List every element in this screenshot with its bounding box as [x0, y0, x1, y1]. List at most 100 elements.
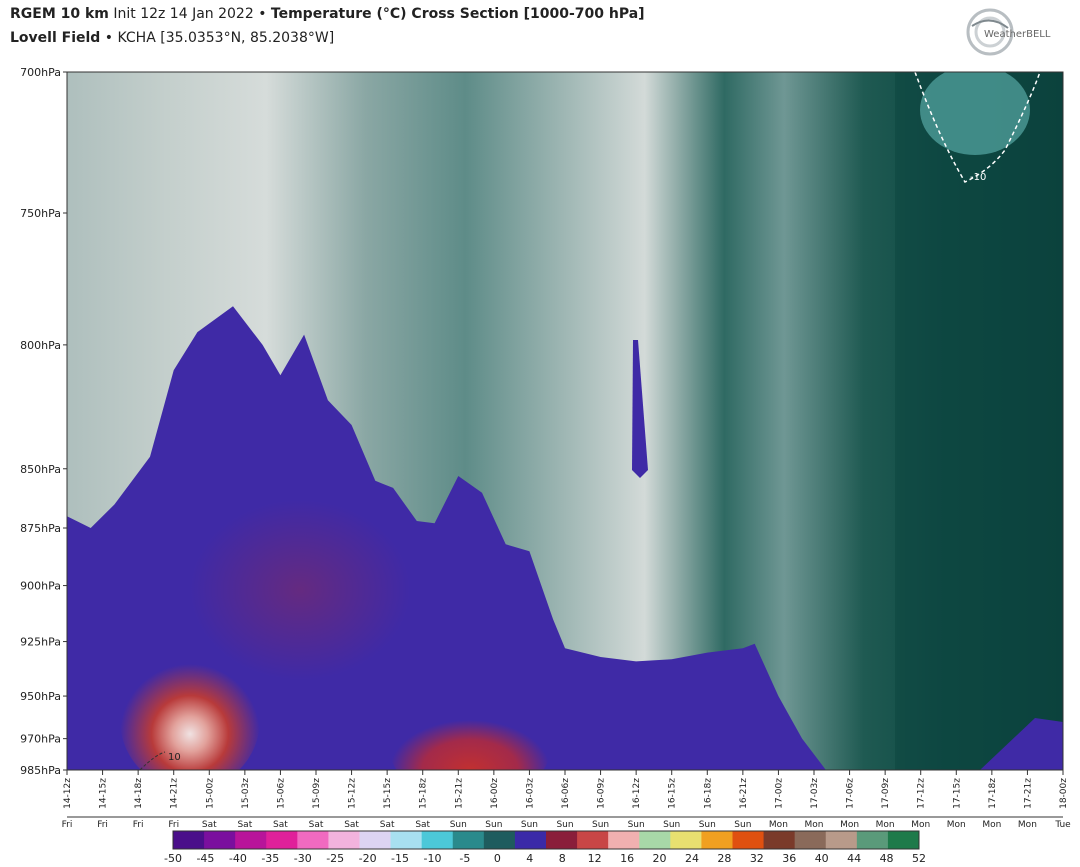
init-time: Init 12z 14 Jan 2022 [113, 6, 254, 22]
colorbar-swatch [701, 831, 733, 849]
x-tick-label: 17-15z [952, 778, 962, 809]
colorbar-swatch [608, 831, 640, 849]
y-tick-label: 700hPa [20, 66, 61, 79]
x-day-label: Sat [273, 820, 288, 830]
colorbar-label: 0 [494, 852, 501, 865]
chart-title-line-1: RGEM 10 km Init 12z 14 Jan 2022 • Temper… [10, 6, 645, 22]
colorbar-label: 20 [653, 852, 667, 865]
colorbar-label: 44 [847, 852, 861, 865]
colorbar-swatch [204, 831, 236, 849]
x-day-label: Fri [133, 820, 144, 830]
x-day-label: Mon [769, 820, 788, 830]
x-tick-label: 15-15z [383, 778, 393, 809]
x-tick-label: 17-12z [917, 778, 927, 809]
colorbar-swatch [235, 831, 267, 849]
colorbar-swatch [297, 831, 329, 849]
colorbar-label: 8 [559, 852, 566, 865]
x-tick-label: 16-15z [668, 778, 678, 809]
model-name: RGEM 10 km [10, 6, 109, 22]
weatherbell-logo: WeatherBELL [966, 8, 1051, 56]
x-tick-label: 16-09z [597, 778, 607, 809]
colorbar-swatch [390, 831, 423, 849]
colorbar-label: 48 [880, 852, 894, 865]
y-tick-label: 950hPa [20, 690, 61, 703]
x-day-label: Sat [309, 820, 324, 830]
chart-title-line-2: Lovell Field • KCHA [35.0353°N, 85.2038°… [10, 30, 334, 46]
colorbar-label: -20 [359, 852, 377, 865]
colorbar-label: 24 [685, 852, 699, 865]
y-tick-label: 750hPa [20, 207, 61, 220]
colorbar-label: -45 [196, 852, 214, 865]
colorbar-label: 36 [782, 852, 796, 865]
x-axis: 14-12z Fri 14-15z Fri 14-18z Fri 14-21z Fri 15-0… [62, 770, 1071, 830]
x-day-label: Tue [1054, 820, 1071, 830]
x-tick-label: 17-06z [846, 778, 856, 809]
x-day-label: Sun [663, 820, 680, 830]
y-tick-label: 875hPa [20, 522, 61, 535]
colorbar-label: 32 [750, 852, 764, 865]
cold-core-shading [895, 72, 1063, 770]
x-tick-label: 17-21z [1023, 778, 1033, 809]
x-tick-label: 16-06z [561, 778, 571, 809]
logo-text: WeatherBELL [984, 29, 1051, 40]
x-day-label: Sun [628, 820, 645, 830]
colorbar-swatch [577, 831, 609, 849]
warm-core-1 [120, 650, 260, 770]
x-tick-label: 15-03z [241, 778, 251, 809]
x-day-label: Mon [911, 820, 930, 830]
colorbar-label: 40 [815, 852, 829, 865]
colorbar-label: 16 [620, 852, 634, 865]
x-tick-label: 17-03z [810, 778, 820, 809]
y-tick-label: 900hPa [20, 580, 61, 593]
x-day-label: Sat [344, 820, 359, 830]
x-day-label: Sat [380, 820, 395, 830]
contour-10 [139, 751, 166, 770]
colorbar-swatch [328, 831, 360, 849]
colorbar-swatch [887, 831, 920, 849]
x-tick-label: 14-21z [170, 778, 180, 809]
x-tick-label: 16-12z [632, 778, 642, 809]
x-day-label: Sun [521, 820, 538, 830]
x-tick-label: 14-15z [99, 778, 109, 809]
colorbar-label: -30 [294, 852, 312, 865]
colorbar-label: 28 [717, 852, 731, 865]
station-name: Lovell Field [10, 30, 101, 46]
subfreezing-sliver [632, 340, 648, 478]
x-tick-label: 14-18z [134, 778, 144, 809]
separator-bullet-2: • [104, 30, 114, 46]
colorbar-swatch [421, 831, 454, 849]
colorbar-label: -25 [326, 852, 344, 865]
y-tick-label: 970hPa [20, 733, 61, 746]
x-tick-label: 15-12z [348, 778, 358, 809]
warm-core-2 [390, 700, 550, 770]
x-tick-label: 15-09z [312, 778, 322, 809]
colorbar: -50 -45 -40 -35 -30 -25 -20 -15 -10 -5 0 4 8 12 16 20 24… [164, 830, 926, 865]
chart-title: Temperature (°C) Cross Section [1000-700… [270, 6, 645, 22]
colorbar-label: -40 [229, 852, 247, 865]
colorbar-swatch [670, 831, 702, 849]
colorbar-swatch [483, 831, 516, 849]
x-tick-label: 15-18z [419, 778, 429, 809]
x-tick-label: 15-21z [454, 778, 464, 809]
station-info: KCHA [35.0353°N, 85.2038°W] [117, 30, 335, 46]
subfreezing-region [67, 306, 826, 770]
subfreezing-corner [980, 718, 1063, 770]
x-day-label: Sun [699, 820, 716, 830]
x-tick-label: 18-00z [1059, 778, 1069, 809]
colorbar-swatch [266, 831, 298, 849]
colorbar-label: -50 [164, 852, 182, 865]
x-tick-label: 16-18z [703, 778, 713, 809]
x-day-label: Mon [840, 820, 859, 830]
separator-bullet: • [258, 6, 267, 22]
x-day-label: Mon [982, 820, 1001, 830]
x-day-label: Sat [237, 820, 252, 830]
x-tick-label: 15-00z [205, 778, 215, 809]
colorbar-label: -35 [261, 852, 279, 865]
x-day-label: Sat [415, 820, 430, 830]
colorbar-swatch [546, 831, 578, 849]
temperature-field-background [67, 72, 1063, 770]
y-tick-label: 850hPa [20, 463, 61, 476]
contour-label-minus10: -10 [970, 172, 986, 183]
x-day-label: Mon [1018, 820, 1037, 830]
